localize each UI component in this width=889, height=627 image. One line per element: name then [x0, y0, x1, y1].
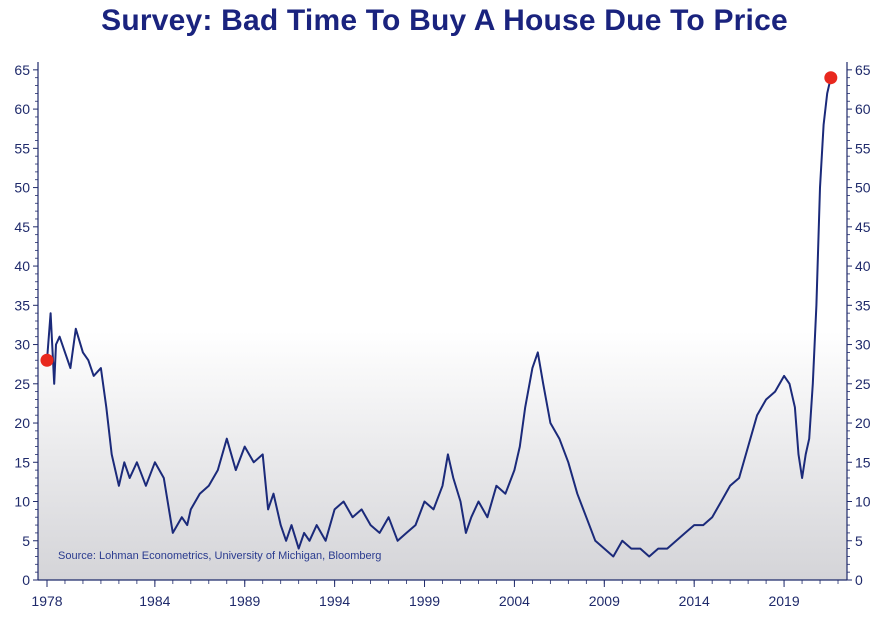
- y-tick-label-right: 35: [855, 297, 871, 313]
- y-tick-label-right: 40: [855, 258, 871, 274]
- y-tick-label-left: 55: [14, 140, 30, 156]
- highlight-point: [40, 353, 54, 367]
- x-tick-label: 1999: [409, 593, 440, 609]
- y-tick-label-left: 10: [14, 494, 30, 510]
- x-tick-label: 1989: [229, 593, 260, 609]
- y-tick-label-left: 60: [14, 101, 30, 117]
- y-tick-label-right: 65: [855, 62, 871, 78]
- x-tick-label: 1984: [139, 593, 170, 609]
- y-tick-label-left: 40: [14, 258, 30, 274]
- y-tick-label-left: 30: [14, 337, 30, 353]
- x-tick-label: 2014: [679, 593, 710, 609]
- y-tick-label-left: 20: [14, 415, 30, 431]
- x-tick-label: 1994: [319, 593, 350, 609]
- y-tick-label-left: 35: [14, 297, 30, 313]
- y-tick-label-left: 65: [14, 62, 30, 78]
- plot-area: [38, 62, 847, 580]
- series-line: [46, 77, 832, 558]
- source-note: Source: Lohman Econometrics, University …: [58, 550, 381, 562]
- highlight-point: [824, 71, 838, 85]
- y-tick-label-right: 25: [855, 376, 871, 392]
- y-tick-label-left: 50: [14, 180, 30, 196]
- x-tick-label: 2004: [499, 593, 530, 609]
- y-tick-label-right: 55: [855, 140, 871, 156]
- y-tick-label-right: 20: [855, 415, 871, 431]
- x-tick-label: 2019: [768, 593, 799, 609]
- y-tick-label-right: 45: [855, 219, 871, 235]
- y-tick-label-left: 45: [14, 219, 30, 235]
- x-tick-label: 2009: [589, 593, 620, 609]
- y-tick-label-right: 60: [855, 101, 871, 117]
- y-tick-label-right: 0: [855, 572, 863, 588]
- y-tick-label-left: 25: [14, 376, 30, 392]
- y-tick-label-right: 30: [855, 337, 871, 353]
- y-tick-label-right: 50: [855, 180, 871, 196]
- y-tick-label-left: 15: [14, 454, 30, 470]
- y-tick-label-right: 5: [855, 533, 863, 549]
- chart-title: Survey: Bad Time To Buy A House Due To P…: [101, 4, 788, 37]
- y-tick-label-right: 10: [855, 494, 871, 510]
- y-tick-label-left: 0: [22, 572, 30, 588]
- y-tick-label-right: 15: [855, 454, 871, 470]
- y-tick-label-left: 5: [22, 533, 30, 549]
- x-tick-label: 1978: [31, 593, 62, 609]
